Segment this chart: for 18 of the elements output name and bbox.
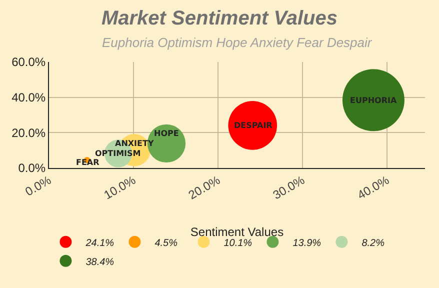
legend-label: 8.2% — [362, 238, 385, 249]
legend-label: 10.1% — [224, 238, 252, 249]
annotation: OPTIMISM — [95, 149, 141, 158]
annotation: HOPE — [154, 129, 179, 138]
y-tick-label: 20.0% — [12, 126, 46, 140]
annotation: DESPAIR — [234, 121, 272, 130]
legend-label: 38.4% — [86, 256, 114, 268]
y-tick-label: 0.0% — [18, 161, 46, 176]
legend-label: 24.1% — [84, 238, 114, 249]
legend-label: 13.9% — [292, 238, 322, 249]
chart-title: Market Sentiment Values — [101, 7, 338, 30]
chart-subtitle: Euphoria Optimism Hope Anxiety Fear Despair — [102, 35, 372, 50]
legend-label: 4.5% — [154, 238, 178, 249]
x-axis-title: Sentiment Values — [190, 225, 284, 240]
annotation: EUPHORIA — [350, 96, 398, 105]
y-tick-label: 60.0% — [12, 55, 46, 70]
annotation: FEAR — [76, 158, 100, 167]
y-tick-label: 40.0% — [12, 90, 46, 105]
